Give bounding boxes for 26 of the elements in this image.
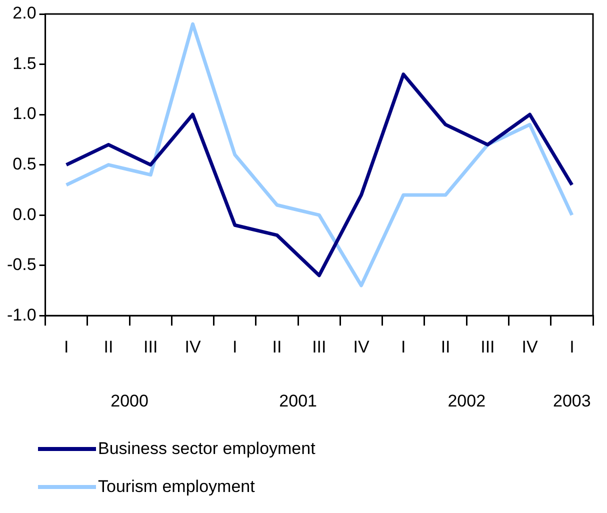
text: 2000 [110, 391, 148, 410]
y-tick-label: 0.0 [12, 204, 36, 224]
y-tick-label: 1.0 [12, 104, 36, 124]
x-tick-label: I [232, 337, 238, 356]
x-tick-label: II [440, 337, 450, 356]
x-tick-label: IV [353, 337, 370, 356]
x-tick-label: I [570, 337, 574, 356]
text: 2002 [448, 391, 486, 410]
y-tick-label: -1.0 [6, 305, 36, 324]
x-tick-label: I [64, 337, 69, 356]
y-tick-label: -0.5 [6, 255, 36, 274]
y-tick-label: 0.5 [12, 154, 36, 174]
x-tick-label: III [312, 337, 326, 356]
legend-label: Tourism employment [98, 477, 255, 497]
y-tick-label: 1.5 [12, 54, 36, 73]
x-tick-label: II [272, 337, 282, 356]
legend-label: Business sector employment [98, 439, 316, 459]
x-tick-label: III [480, 337, 495, 356]
x-tick-label: III [144, 337, 158, 356]
x-tick-label: IV [184, 337, 202, 356]
text: 2003 [553, 391, 591, 410]
y-tick-label: 2.0 [12, 4, 36, 23]
x-tick-label: I [401, 337, 406, 356]
text: 2001 [279, 391, 317, 410]
x-tick-label: II [104, 337, 114, 356]
x-tick-label: IV [522, 337, 538, 356]
